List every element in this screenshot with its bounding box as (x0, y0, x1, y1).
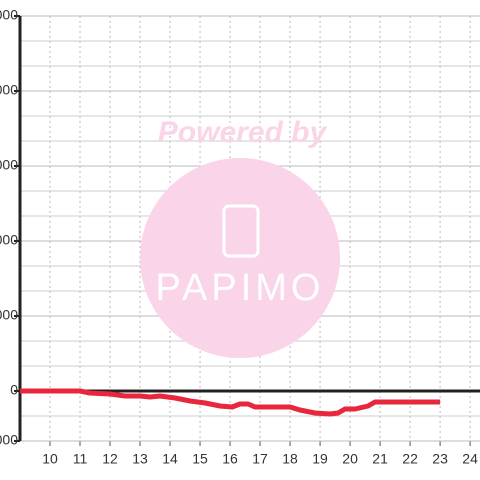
x-tick-label: 22 (402, 451, 418, 467)
watermark: Powered by PAPIMO (140, 116, 340, 358)
watermark-circle (140, 158, 340, 358)
y-tick-label: 90,000 (0, 157, 18, 173)
y-tick-label: 120,000 (0, 82, 18, 98)
x-tick-label: 21 (372, 451, 388, 467)
y-tick-label: 0 (10, 382, 18, 398)
line-series (20, 388, 441, 417)
x-tick-label: 16 (222, 451, 238, 467)
x-tick-label: 23 (432, 451, 448, 467)
x-tick-label: 17 (252, 451, 268, 467)
x-tick-label: 12 (102, 451, 118, 467)
x-tick-label: 18 (282, 451, 298, 467)
y-tick-label: 150,000 (0, 7, 18, 23)
x-tick-label: 14 (162, 451, 178, 467)
watermark-text: Powered by (158, 116, 328, 149)
x-tick-label: 11 (73, 451, 88, 467)
y-tick-label: -20,000 (0, 432, 18, 448)
x-tick-label: 24 (462, 451, 478, 467)
watermark-logo: PAPIMO (156, 267, 325, 309)
watermark-phone (222, 204, 260, 258)
x-tick-label: 15 (192, 451, 208, 467)
x-tick-label: 19 (312, 451, 328, 467)
x-tick-label: 10 (42, 451, 58, 467)
y-tick-label: 30,000 (0, 307, 18, 323)
x-tick-label: 20 (342, 451, 358, 467)
x-tick-label: 13 (132, 451, 148, 467)
y-tick-label: 60,000 (0, 232, 18, 248)
